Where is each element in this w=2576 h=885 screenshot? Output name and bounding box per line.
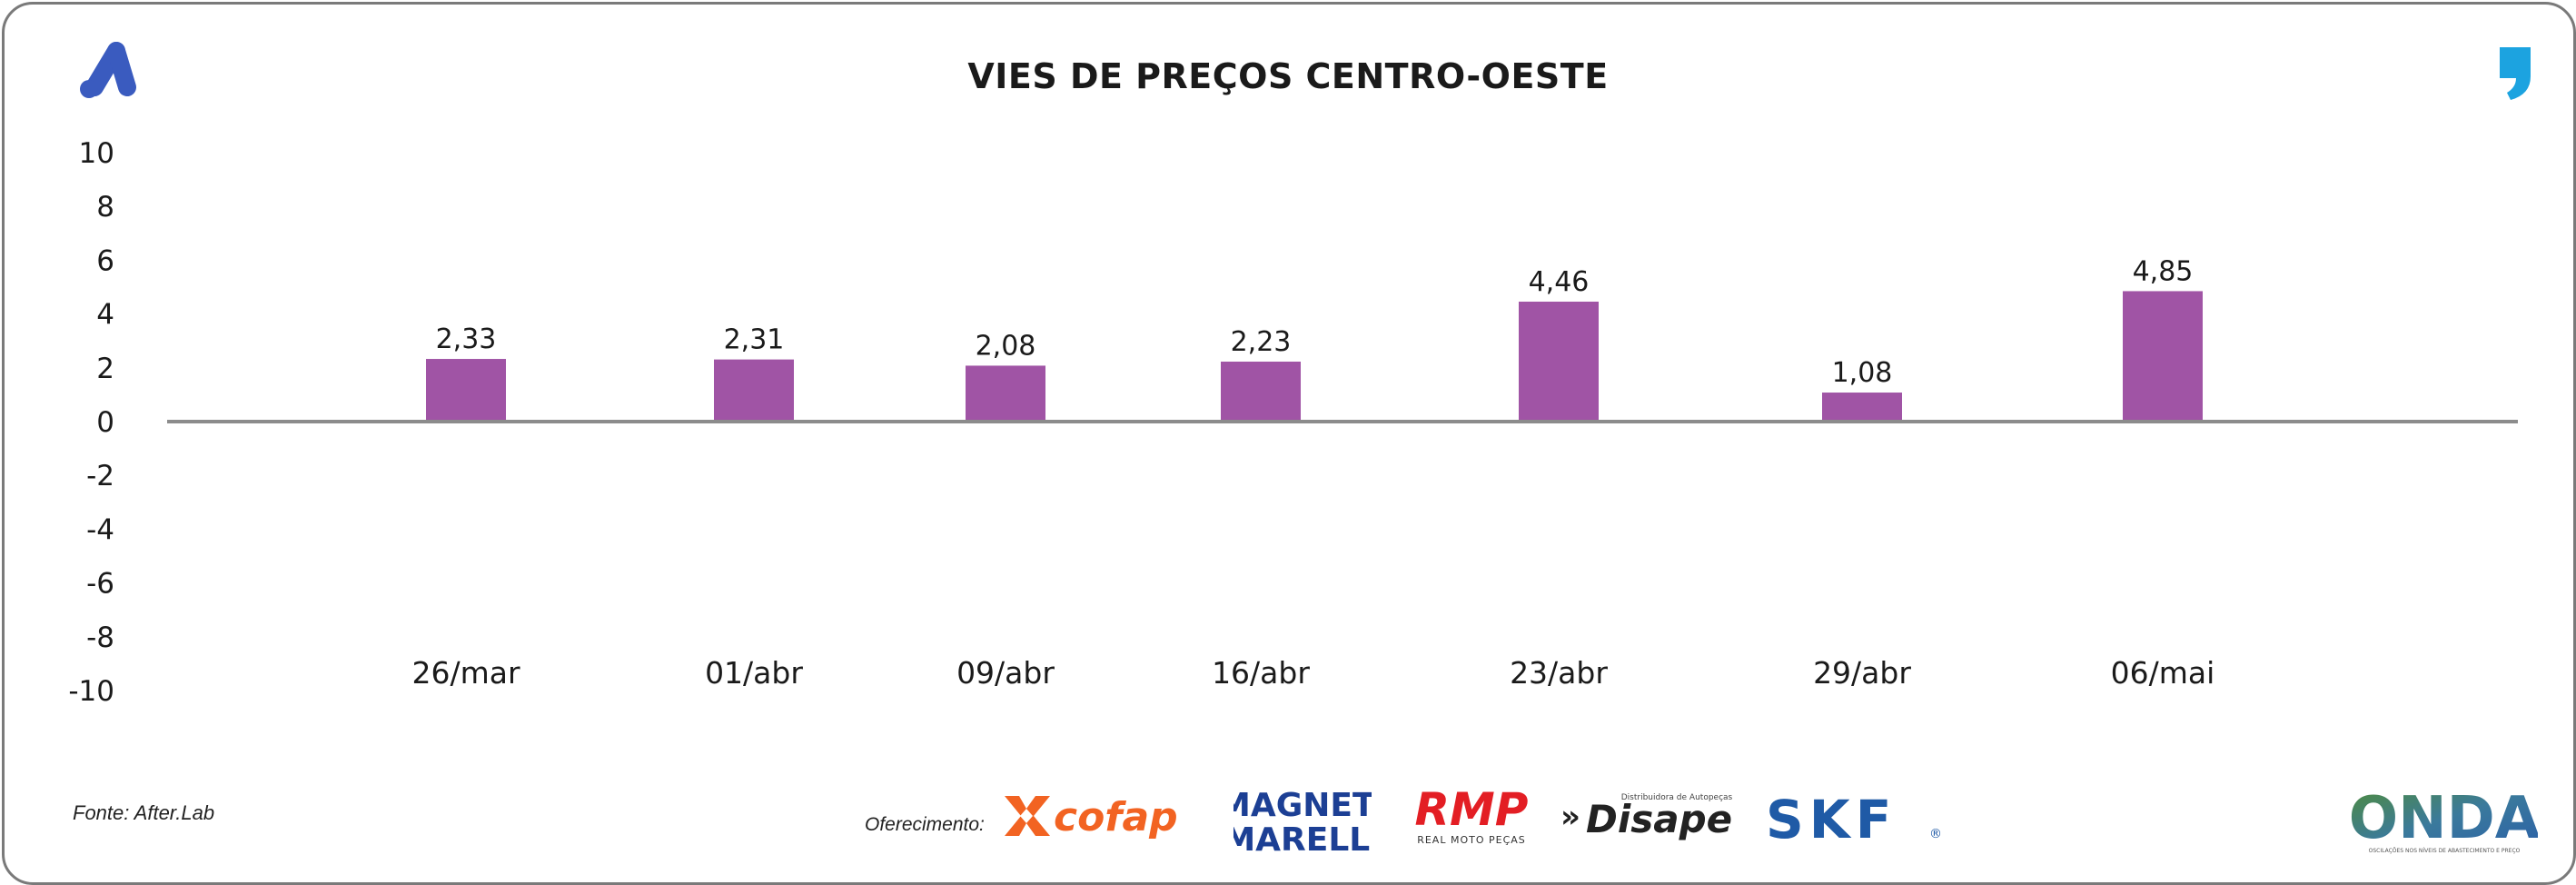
skf-wordmark: SKF	[1766, 791, 1897, 847]
disape-logo: Distribuidora de Autopeças » Disape	[1560, 793, 1733, 841]
brand-comma-logo-icon	[2500, 47, 2531, 100]
bar	[966, 365, 1045, 422]
y-tick-label: -6	[86, 568, 114, 601]
bar	[1221, 361, 1301, 422]
y-tick-label: -2	[86, 460, 114, 492]
y-tick-label: 6	[96, 244, 114, 277]
y-tick-label: 4	[96, 299, 114, 332]
cofap-x-icon	[1005, 796, 1050, 836]
magneti-wordmark: MAGNETI	[1234, 787, 1372, 824]
chart-title: VIES DE PREÇOS CENTRO-OESTE	[967, 56, 1609, 96]
onda-logo: ONDA OSCILAÇÕES NOS NÍVEIS DE ABASTECIME…	[2351, 785, 2538, 854]
bars	[426, 291, 2203, 422]
bar	[426, 359, 506, 422]
y-tick-label: 2	[96, 353, 114, 385]
source-note: Fonte: After.Lab	[73, 801, 215, 824]
onda-wordmark: ONDA	[2351, 785, 2538, 852]
disape-wordmark: Disape	[1586, 797, 1732, 841]
skf-logo: SKF ®	[1766, 791, 1942, 847]
x-tick-label: 26/mar	[411, 655, 520, 691]
sponsored-by-label: Oferecimento:	[865, 814, 985, 835]
onda-tagline: OSCILAÇÕES NOS NÍVEIS DE ABASTECIMENTO E…	[2369, 848, 2521, 854]
y-tick-label: 0	[96, 406, 114, 439]
data-label: 1,08	[1832, 357, 1893, 389]
x-tick-label: 06/mai	[2111, 655, 2215, 691]
bar	[714, 359, 794, 422]
data-label: 2,33	[436, 323, 497, 355]
y-tick-label: -10	[68, 675, 114, 708]
x-axis: 26/mar 01/abr 09/abr 16/abr 23/abr 29/abr 06/m…	[411, 655, 2214, 691]
rmp-subtitle: REAL MOTO PEÇAS	[1417, 834, 1526, 846]
data-label: 2,31	[724, 324, 785, 356]
magneti-marelli-logo: MAGNETI MARELLI	[1234, 787, 1372, 856]
x-tick-label: 29/abr	[1813, 655, 1911, 691]
y-tick-label: -4	[86, 513, 114, 546]
disape-tagline: Distribuidora de Autopeças	[1621, 793, 1733, 802]
y-axis: 10 8 6 4 2 0 -2 -4 -6 -8 -10	[68, 137, 114, 708]
data-label: 2,23	[1231, 326, 1292, 358]
marelli-wordmark: MARELLI	[1234, 821, 1372, 856]
bar	[2123, 291, 2203, 422]
data-labels: 2,33 2,31 2,08 2,23 4,46 1,08 4,85	[436, 255, 2194, 389]
bar	[1822, 393, 1902, 422]
bar	[1519, 301, 1599, 422]
y-tick-label: 10	[79, 137, 114, 170]
x-tick-label: 16/abr	[1212, 655, 1310, 691]
cofap-logo: cofap	[1005, 794, 1178, 840]
data-label: 4,46	[1529, 266, 1590, 298]
rmp-logo: RMP REAL MOTO PEÇAS	[1415, 787, 1529, 846]
y-tick-label: -8	[86, 621, 114, 654]
y-tick-label: 8	[96, 191, 114, 224]
x-tick-label: 23/abr	[1510, 655, 1608, 691]
brand-a-logo-icon	[80, 42, 136, 98]
data-label: 2,08	[976, 330, 1036, 362]
data-label: 4,85	[2133, 255, 2194, 287]
x-tick-label: 09/abr	[956, 655, 1055, 691]
x-tick-label: 01/abr	[705, 655, 803, 691]
registered-mark-icon: ®	[1929, 827, 1942, 841]
cofap-wordmark: cofap	[1054, 794, 1178, 840]
rmp-wordmark: RMP	[1415, 787, 1529, 836]
disape-arrow-icon: »	[1560, 799, 1580, 835]
